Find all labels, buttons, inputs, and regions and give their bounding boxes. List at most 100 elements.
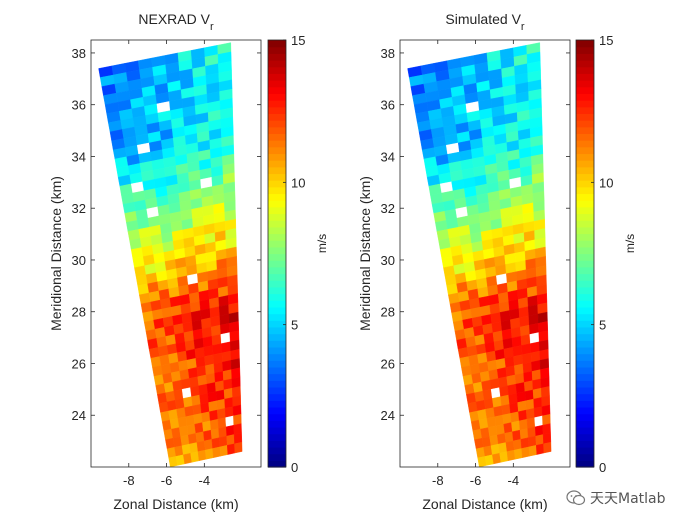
colorbar-segment — [576, 453, 594, 461]
colorbar: 0 5 10 15 m/s — [575, 33, 637, 475]
colorbar-segment — [576, 140, 594, 148]
x-axis-label: Zonal Distance (km) — [113, 496, 238, 512]
colorbar-segment — [576, 413, 594, 421]
heatmap-cell — [515, 382, 526, 394]
heatmap-cell — [190, 385, 200, 397]
heatmap-cell — [199, 393, 209, 405]
heatmap-cell — [490, 443, 500, 456]
colorbar-segment — [576, 440, 594, 448]
heatmap-cell — [542, 423, 551, 435]
colorbar-segment — [576, 60, 594, 68]
colorbar-segment — [268, 440, 286, 448]
heatmap-cell — [543, 441, 552, 454]
heatmap-cell — [180, 434, 190, 446]
heatmap-cell — [486, 416, 497, 428]
colorbar-segment — [268, 293, 286, 301]
x-tick-label: -6 — [470, 473, 482, 488]
heatmap-cell — [169, 418, 180, 430]
colorbar-segment — [576, 260, 594, 268]
colorbar: 0 5 10 15 m/s — [267, 33, 329, 475]
colorbar-segment — [576, 180, 594, 188]
heatmap-cell — [162, 372, 173, 384]
colorbar-segment — [268, 113, 286, 121]
heatmap-cell — [535, 434, 544, 446]
heatmap-cell — [499, 385, 509, 397]
heatmap-cell — [183, 452, 193, 465]
heatmap-cell — [509, 402, 519, 414]
heatmap-cell — [233, 414, 242, 426]
heatmap-cell — [174, 398, 185, 410]
heatmap-cell — [480, 427, 490, 439]
heatmap-cell — [163, 381, 175, 394]
heatmap-cell — [533, 397, 543, 409]
heatmap-cell — [225, 415, 234, 428]
colorbar-tick-label: 5 — [291, 318, 298, 333]
heatmap-cell — [165, 390, 176, 403]
heatmap-cell — [209, 418, 219, 431]
colorbar-segment — [576, 380, 594, 388]
heatmap-cell — [504, 431, 514, 443]
y-tick-label: 34 — [72, 149, 86, 164]
heatmap-cell — [524, 389, 534, 402]
colorbar-segment — [268, 153, 286, 161]
heatmap-cell — [507, 383, 518, 396]
heatmap-cell — [233, 423, 242, 435]
colorbar-segment — [268, 206, 286, 215]
heatmap-cell — [501, 403, 511, 416]
x-tick-label: -4 — [199, 473, 211, 488]
heatmap-cell — [231, 386, 241, 398]
heatmap-cell — [217, 417, 227, 429]
colorbar-segment — [268, 426, 286, 435]
heatmap-cell — [533, 406, 543, 418]
y-tick-label: 26 — [381, 356, 395, 371]
colorbar-segment — [576, 186, 594, 195]
heatmap-cell — [471, 372, 482, 384]
colorbar-tick-label: 5 — [599, 318, 606, 333]
heatmap-cell — [522, 361, 533, 374]
colorbar-segment — [576, 93, 594, 101]
colorbar-segment — [268, 100, 286, 108]
heatmap-cell — [514, 448, 523, 460]
heatmap-cell — [523, 380, 534, 392]
colorbar-segment — [268, 320, 286, 328]
heatmap-cell — [174, 445, 184, 457]
heatmap-cell — [176, 407, 187, 419]
heatmap-cell — [506, 374, 517, 387]
heatmap-cell — [512, 429, 522, 442]
x-tick-label: -6 — [161, 473, 173, 488]
heatmap-cell — [200, 402, 210, 414]
heatmap-cell — [209, 409, 219, 422]
colorbar-segment — [576, 120, 594, 128]
y-tick-label: 28 — [72, 305, 86, 320]
colorbar-segment — [268, 260, 286, 268]
heatmap-cell — [233, 432, 243, 445]
colorbar-segment — [576, 273, 594, 281]
colorbar-segment — [268, 286, 286, 295]
colorbar-segment — [576, 206, 594, 215]
colorbar-segment — [268, 106, 286, 114]
colorbar-segment — [576, 300, 594, 308]
y-axis-label: Meridional Distance (km) — [48, 176, 64, 331]
heatmap-cell — [527, 435, 537, 448]
colorbar-tick-label: 15 — [291, 33, 305, 48]
colorbar-segment — [576, 53, 594, 61]
watermark: 天天Matlab — [566, 486, 686, 510]
y-tick-label: 32 — [72, 201, 86, 216]
heatmap-cell — [525, 408, 535, 420]
chart-panel-1: 24 26 28 30 32 34 36 38 -8 -6 -4 Zonal Distance (km… — [48, 11, 329, 512]
heatmap-cell — [505, 440, 515, 452]
colorbar-segment — [576, 233, 594, 241]
heatmap-cell — [210, 428, 220, 440]
colorbar-segment — [268, 453, 286, 461]
colorbar-segment — [576, 306, 594, 315]
colorbar-segment — [268, 300, 286, 308]
heatmap-cell — [225, 424, 235, 437]
colorbar-segment — [268, 313, 286, 321]
heatmap-cell — [474, 390, 485, 403]
heatmap-cell — [475, 399, 486, 412]
colorbar-segment — [268, 400, 286, 408]
colorbar-label: m/s — [623, 234, 637, 253]
colorbar-segment — [268, 386, 286, 395]
colorbar-segment — [268, 373, 286, 381]
